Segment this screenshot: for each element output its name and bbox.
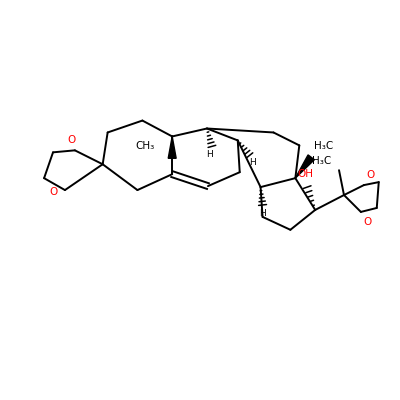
Text: H: H [259, 209, 266, 218]
Text: O: O [68, 135, 76, 145]
Text: H₃C: H₃C [314, 141, 334, 151]
Polygon shape [295, 155, 314, 178]
Text: OH: OH [297, 169, 313, 179]
Text: H: H [206, 150, 213, 159]
Text: H: H [249, 158, 256, 167]
Text: O: O [367, 170, 375, 180]
Polygon shape [168, 136, 176, 158]
Text: CH₃: CH₃ [135, 141, 154, 151]
Text: H₃C: H₃C [312, 156, 331, 166]
Text: O: O [50, 187, 58, 197]
Text: O: O [364, 217, 372, 227]
